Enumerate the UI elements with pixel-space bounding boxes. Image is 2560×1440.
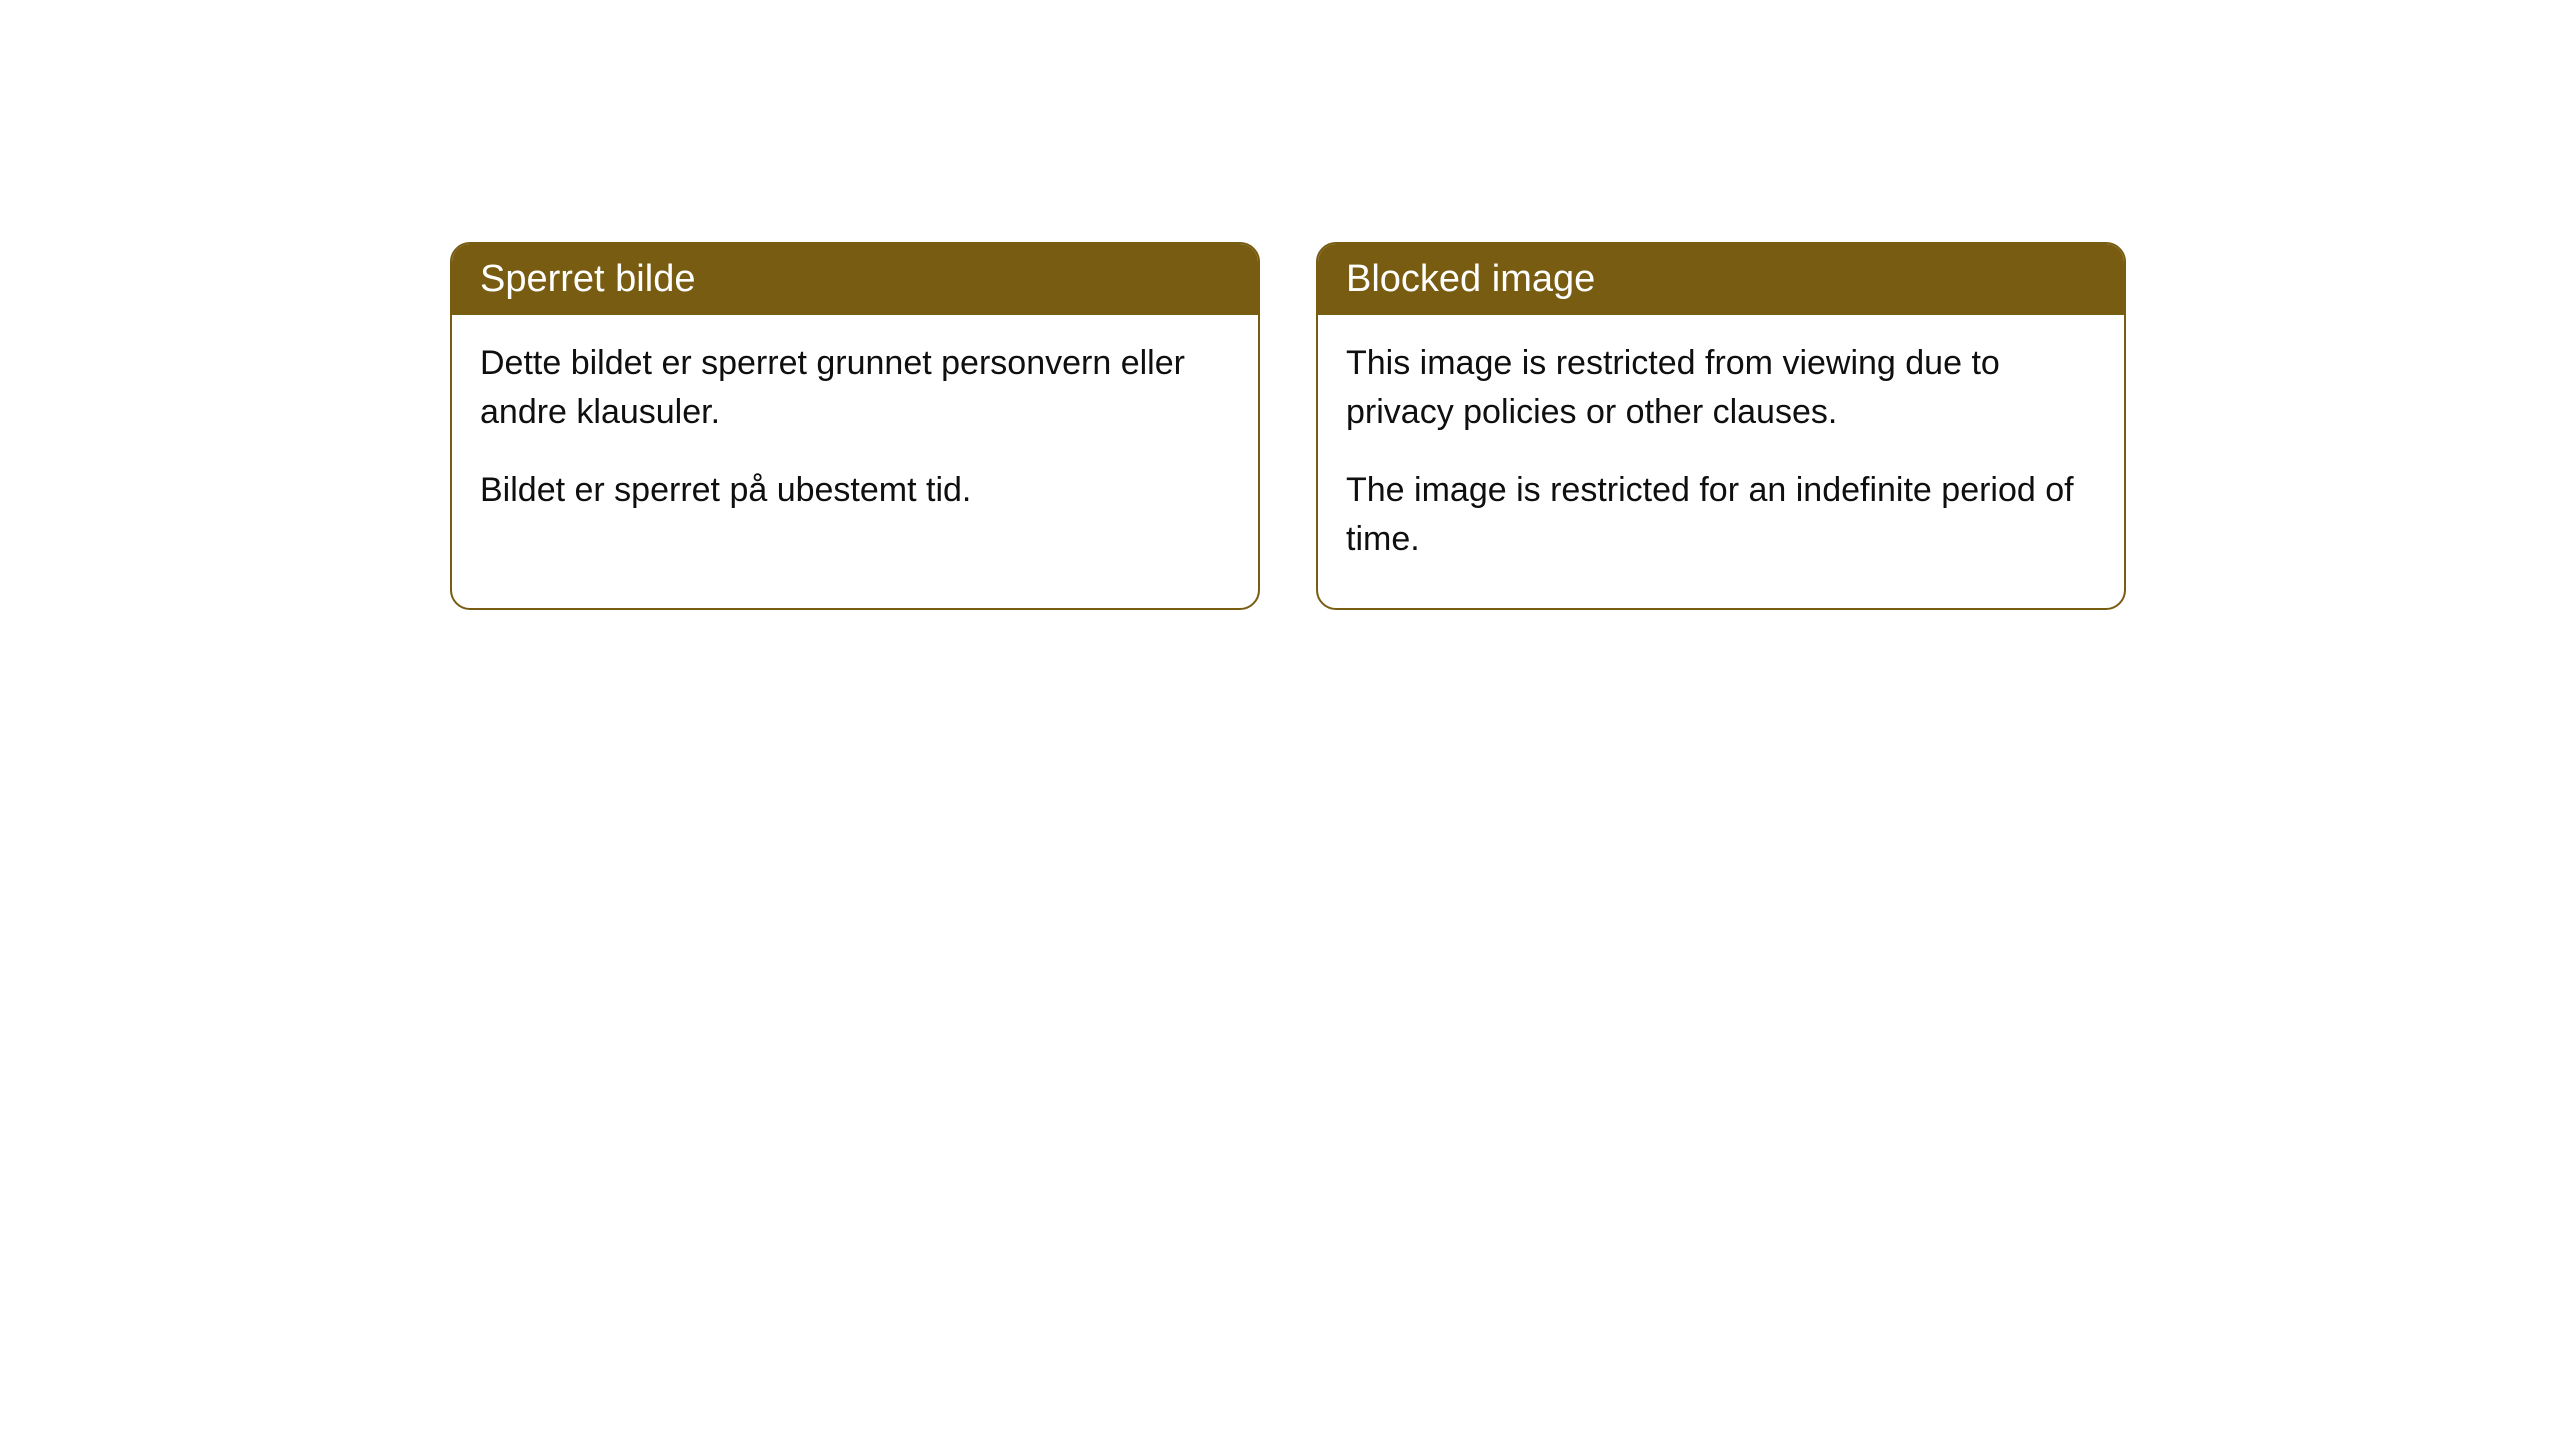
card-paragraph-2: Bildet er sperret på ubestemt tid. xyxy=(480,466,1230,515)
blocked-image-cards: Sperret bilde Dette bildet er sperret gr… xyxy=(450,242,2126,610)
card-body: This image is restricted from viewing du… xyxy=(1318,315,2124,608)
card-body: Dette bildet er sperret grunnet personve… xyxy=(452,315,1258,559)
card-header: Sperret bilde xyxy=(452,244,1258,315)
blocked-card-norwegian: Sperret bilde Dette bildet er sperret gr… xyxy=(450,242,1260,610)
card-paragraph-1: Dette bildet er sperret grunnet personve… xyxy=(480,339,1230,438)
blocked-card-english: Blocked image This image is restricted f… xyxy=(1316,242,2126,610)
card-header: Blocked image xyxy=(1318,244,2124,315)
card-paragraph-1: This image is restricted from viewing du… xyxy=(1346,339,2096,438)
card-title: Sperret bilde xyxy=(480,258,695,300)
card-title: Blocked image xyxy=(1346,258,1595,300)
card-paragraph-2: The image is restricted for an indefinit… xyxy=(1346,466,2096,565)
